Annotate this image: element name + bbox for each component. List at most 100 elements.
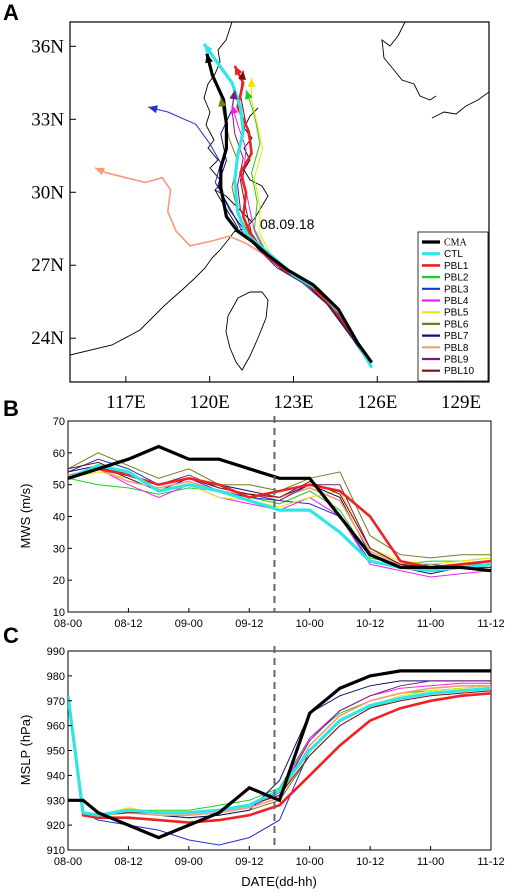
legend-box [417,231,489,382]
track-map-panel: 08.09.18 117E 120E 123E 126E 129E 24N 27N 30N 33… [31,21,490,413]
map-y-tick-label-2: 30N [31,182,64,203]
legend-label-pbl7: PBL7 [444,331,469,342]
pressure-line-cma [68,669,491,840]
pressure-line-pbl1 [68,691,491,824]
pressure-y-tick-label-8: 990 [47,646,65,658]
legend-label-ctl: CTL [444,249,463,260]
wind-line-pbl1 [68,467,491,569]
wind-y-tick-label-6: 70 [53,416,65,428]
date-x-axis-label: DATE(dd-hh) [241,874,317,889]
taiwan-coastline [225,291,269,371]
wind-line-pbl8 [68,467,491,569]
korea-coastline [381,22,437,101]
map-axis-ticks: 117E 120E 123E 126E 129E 24N 27N 30N 33N 36N [31,36,481,413]
wind-y-tick-label-5: 60 [53,448,65,460]
legend-label-pbl8: PBL8 [444,343,469,354]
track-cma [205,53,373,364]
wind-x-tick-label-3: 09-12 [235,618,263,630]
legend-label-pbl5: PBL5 [444,308,469,319]
pressure-y-tick-label-2: 930 [47,795,65,807]
panel-label-c: C [3,623,19,648]
map-x-tick-label-3: 126E [357,392,397,413]
wind-x-tick-label-4: 10-00 [296,618,324,630]
pressure-series-lines [68,669,491,846]
map-x-tick-label-0: 117E [106,392,145,413]
japan-coastline [431,91,489,119]
typhoon-tracks [94,42,374,369]
pressure-x-tick-label-4: 10-00 [296,856,324,868]
pressure-y-tick-label-3: 940 [47,770,65,782]
arrowhead-pbl8 [95,167,105,176]
pressure-x-tick-label-5: 10-12 [356,856,384,868]
arrowhead-pbl3 [148,105,158,114]
panel-label-a: A [3,0,19,25]
pressure-y-tick-label-5: 960 [47,721,65,733]
legend-label-pbl3: PBL3 [444,284,469,295]
pressure-y-tick-label-1: 920 [47,820,65,832]
pressure-x-tick-label-3: 09-12 [235,856,263,868]
legend-label-cma: CMA [444,238,468,249]
map-x-tick-label-4: 129E [441,392,481,413]
pressure-x-tick-label-0: 08-00 [54,856,82,868]
legend-label-pbl4: PBL4 [444,296,469,307]
wind-x-tick-label-6: 11-00 [417,618,444,630]
wind-x-tick-label-0: 08-00 [54,618,82,630]
arrowhead-pbl4 [230,104,239,115]
pressure-x-tick-label-6: 11-00 [417,856,444,868]
legend-label-pbl9: PBL9 [444,355,469,366]
wind-speed-panel: 08-00 08-12 09-00 09-12 10-00 10-12 11-00 11-12… [18,416,505,630]
pressure-x-tick-label-7: 11-12 [477,856,504,868]
arrowhead-pbl1 [234,65,243,76]
arrowhead-pbl2 [245,90,253,100]
wind-series-lines [68,444,491,578]
pressure-x-tick-label-2: 09-00 [175,856,203,868]
pressure-line-pbl10 [68,690,491,816]
map-y-tick-label-1: 27N [31,255,64,276]
wind-axis-ticks: 08-00 08-12 09-00 09-12 10-00 10-12 11-00 11-12… [53,416,505,630]
map-x-tick-label-2: 123E [273,392,313,413]
arrowhead-pbl10 [238,70,247,80]
wind-y-tick-label-2: 30 [53,543,65,555]
legend-label-pbl10: PBL10 [444,366,474,377]
wind-plot-frame [67,420,492,613]
map-y-tick-label-3: 33N [31,109,64,130]
arrowhead-pbl9 [229,90,238,100]
arrowhead-pbl6 [218,97,227,107]
map-legend: CMACTLPBL1PBL2PBL3PBL4PBL5PBL6PBL7PBL8PB… [417,231,489,382]
panel-label-b: B [3,396,19,421]
wind-y-tick-label-1: 20 [53,575,65,587]
legend-label-pbl2: PBL2 [444,273,469,284]
pressure-line-ctl [68,686,491,817]
wind-line-ctl [68,463,491,573]
wind-y-tick-label-0: 10 [53,607,65,619]
wind-x-tick-label-5: 10-12 [356,618,384,630]
wind-line-pbl6 [68,452,491,559]
map-y-tick-label-4: 36N [31,36,64,57]
track-arrowheads [95,43,256,176]
map-x-tick-label-1: 120E [190,392,230,413]
wind-x-tick-label-7: 11-12 [477,618,504,630]
arrowhead-pbl5 [247,77,256,87]
legend-label-pbl1: PBL1 [444,261,469,272]
pressure-plot-frame [67,650,492,851]
arrowhead-cma [205,53,213,64]
pressure-y-axis-label: MSLP (hPa) [18,715,33,786]
wind-y-axis-label: MWS (m/s) [18,484,33,549]
wind-line-cma [68,444,491,573]
map-y-tick-label-0: 24N [31,328,64,349]
wind-x-tick-label-1: 08-12 [114,618,142,630]
pressure-y-tick-label-7: 980 [47,671,65,683]
wind-line-pbl2 [68,477,491,565]
pressure-panel: 08-00 08-12 09-00 09-12 10-00 10-12 11-00 11-12… [18,646,505,889]
legend-label-pbl6: PBL6 [444,319,469,330]
wind-x-tick-label-2: 09-00 [175,618,203,630]
wind-y-tick-label-4: 50 [53,480,65,492]
pressure-axis-ticks: 08-00 08-12 09-00 09-12 10-00 10-12 11-00 11-12… [47,646,505,868]
pressure-x-tick-label-1: 08-12 [114,856,142,868]
arrowhead-ctl [204,43,213,54]
pressure-y-tick-label-0: 910 [47,845,65,857]
pressure-y-tick-label-4: 950 [47,746,65,758]
track-time-annotation: 08.09.18 [260,216,315,232]
pressure-y-tick-label-6: 970 [47,696,65,708]
